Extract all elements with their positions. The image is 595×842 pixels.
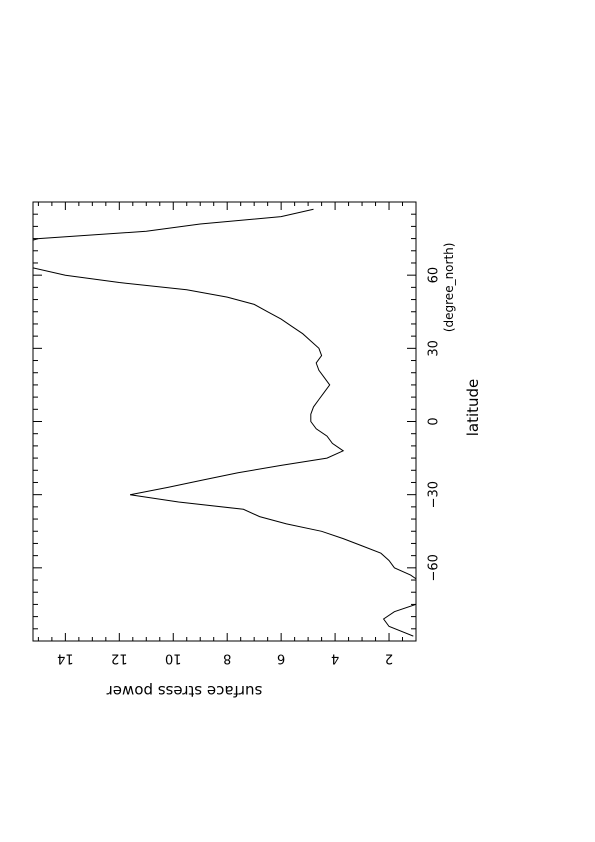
x-tick-label: 60	[427, 267, 442, 284]
y-tick-label: 4	[331, 650, 339, 665]
y-tick-label: 10	[165, 650, 182, 665]
x-axis-title: latitude	[464, 379, 482, 437]
series-line	[33, 208, 416, 637]
plot-group: −60 −30 0 30 60 2 4 6 8 10 12 14	[32, 201, 442, 665]
y-tick-label: 12	[111, 650, 128, 665]
y-tick-label: 2	[385, 650, 393, 665]
y-tick-label: 8	[223, 650, 231, 665]
x-tick-label: 30	[427, 340, 442, 357]
x-axis-ticks: −60 −30 0 30 60	[33, 201, 442, 642]
x-tick-label: −30	[427, 481, 442, 508]
x-axis-unit: (degree_north)	[442, 243, 456, 333]
plot-frame	[32, 201, 417, 642]
y-axis-title: surface stress power	[106, 682, 263, 700]
x-tick-label: 0	[427, 417, 442, 425]
x-tick-label: −60	[427, 554, 442, 581]
y-tick-label: 6	[277, 650, 285, 665]
y-tick-label: 14	[57, 650, 74, 665]
y-axis-ticks: 2 4 6 8 10 12 14	[37, 202, 417, 665]
